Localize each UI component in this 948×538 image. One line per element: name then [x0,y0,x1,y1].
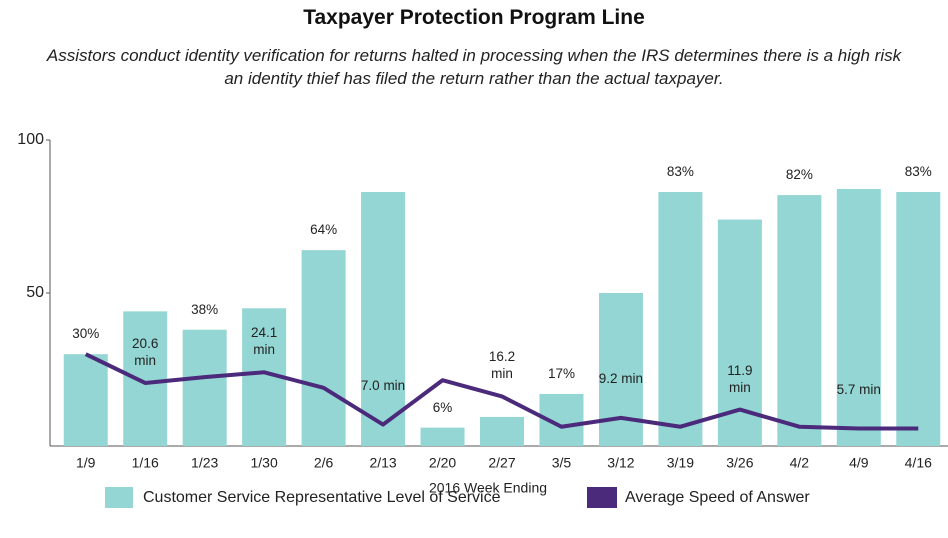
bar-value-label: 30% [72,326,100,342]
chart-subtitle: Assistors conduct identity verification … [46,46,902,88]
bar [480,416,524,446]
x-tick-label: 2/27 [488,455,515,471]
x-tick-label: 3/26 [726,455,753,471]
x-tick-label: 1/30 [251,455,278,471]
bar [63,354,108,446]
y-tick-label: 100 [17,131,44,148]
x-tick-label: 3/5 [552,455,572,471]
bar-value-label: 83% [666,164,694,180]
bar [896,192,941,446]
legend-label: Customer Service Representative Level of… [143,489,501,506]
line-value-label: 5.7 min [836,381,881,397]
line-value-label: 11.9 min [727,362,753,395]
bar-value-label: 6% [432,399,453,415]
bar [301,250,346,446]
x-tick-label: 1/16 [132,455,159,471]
x-tick-label: 3/12 [607,455,634,471]
x-tick-label: 4/16 [905,455,932,471]
bar-value-label: 82% [785,167,813,183]
bar [361,192,406,446]
line-value-label: 20.6 min [132,335,159,368]
line-value-label: 16.2 min [488,349,516,382]
legend-swatch [105,487,133,508]
x-tick-label: 1/23 [191,455,218,471]
bar-value-label: 64% [310,222,338,238]
line-value-label: 24.1 min [250,325,278,358]
legend-label: Average Speed of Answer [625,489,810,506]
x-axis-label: 2016 Week Ending [429,480,547,496]
bar [420,427,465,446]
x-tick-label: 1/9 [76,455,96,471]
chart-title: Taxpayer Protection Program Line [303,6,645,29]
bar-value-label: 38% [191,301,219,317]
y-tick-label: 50 [26,284,44,301]
line-value-label: 9.2 min [598,370,644,386]
x-tick-label: 2/20 [429,455,456,471]
line [84,352,919,431]
bar-value-label: 17% [547,365,575,381]
x-tick-label: 2/13 [369,455,396,471]
x-tick-label: 4/9 [849,455,869,471]
bar [836,188,881,446]
bar [658,192,703,446]
x-tick-label: 4/2 [790,455,810,471]
bar [777,195,822,446]
bar [182,329,227,446]
x-tick-label: 3/19 [667,455,694,471]
line-value-label: 7.0 min [360,377,406,393]
x-tick-label: 2/6 [314,455,334,471]
legend-swatch [587,487,617,508]
bar [123,311,168,446]
bar-value-label: 83% [904,164,932,180]
